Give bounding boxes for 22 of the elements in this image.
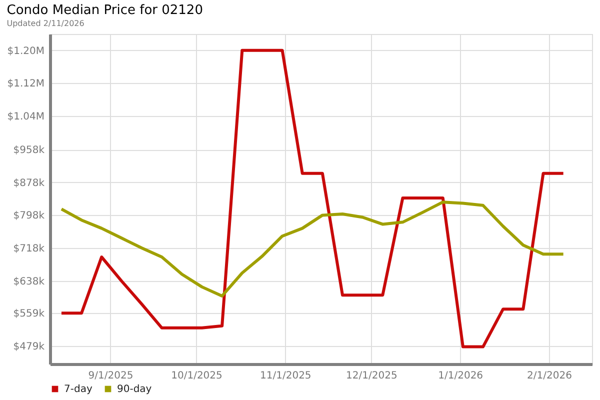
y-tick-label: $958k bbox=[13, 145, 45, 156]
x-tick-label: 9/1/2025 bbox=[88, 370, 134, 382]
y-tick-label: $798k bbox=[13, 210, 45, 222]
x-tick-label: 11/1/2025 bbox=[260, 370, 312, 382]
y-tick-label: $1.20M bbox=[7, 46, 44, 57]
y-tick-label: $559k bbox=[13, 308, 45, 320]
y-tick-label: $479k bbox=[13, 341, 45, 352]
legend-label: 90-day bbox=[117, 384, 152, 395]
line-series bbox=[60, 48, 565, 348]
y-tick-label: $1.04M bbox=[7, 111, 44, 122]
chart-subtitle: Updated 2/11/2026 bbox=[6, 19, 84, 28]
x-tick-label: 10/1/2025 bbox=[171, 370, 222, 382]
y-tick-label: $878k bbox=[13, 178, 45, 189]
y-tick-label: $718k bbox=[13, 243, 45, 254]
y-tick-label: $638k bbox=[13, 276, 45, 288]
x-tick-label: 12/1/2025 bbox=[346, 370, 398, 382]
legend-label: 7-day bbox=[64, 384, 92, 395]
chart-title: Condo Median Price for 02120 bbox=[6, 3, 203, 18]
line-series bbox=[60, 200, 565, 298]
y-tick-label: $1.12M bbox=[7, 78, 44, 90]
x-tick-label: 2/1/2026 bbox=[527, 370, 572, 382]
x-tick-label: 1/1/2026 bbox=[438, 370, 484, 382]
